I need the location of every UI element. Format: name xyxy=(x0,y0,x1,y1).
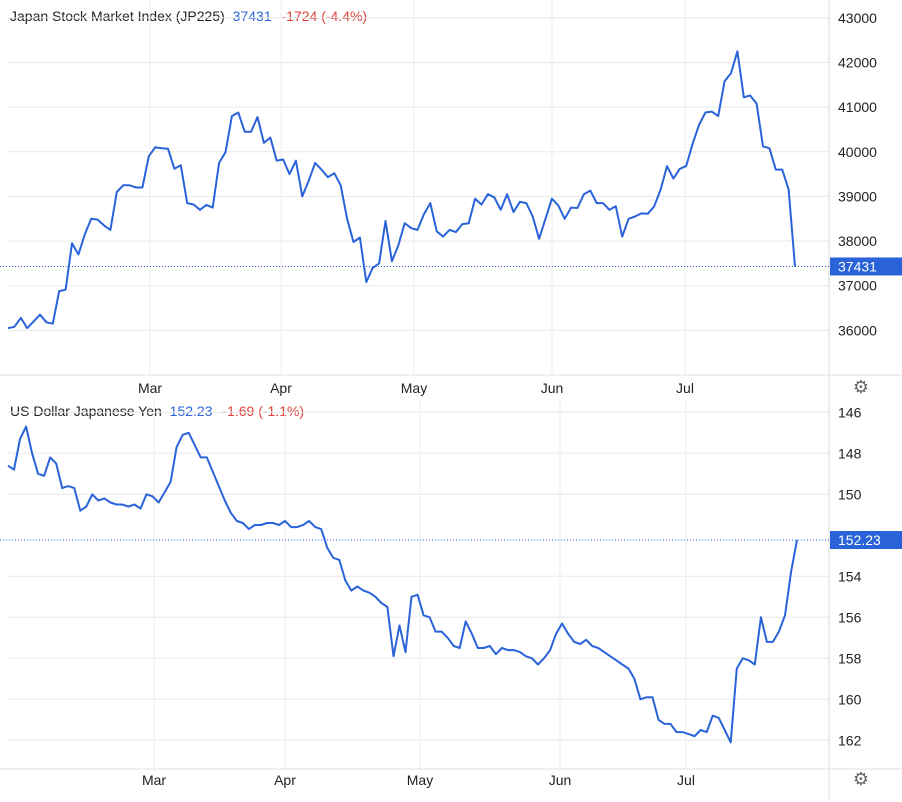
jp225-y-tick-label: 37000 xyxy=(838,278,877,294)
usdjpy-y-tick-label: 160 xyxy=(838,691,862,707)
usdjpy-y-tick-label: 158 xyxy=(838,650,862,666)
jp225-price-tag xyxy=(830,257,902,276)
jp225-x-tick-label: May xyxy=(401,380,427,396)
jp225-y-tick-label: 38000 xyxy=(838,233,877,249)
jp225-y-tick-label: 36000 xyxy=(838,322,877,338)
usdjpy-x-tick-label: Apr xyxy=(274,772,296,788)
usdjpy-chart: 146 148 150 154 156 158 160 162 Mar Apr May Jun Jul 1… xyxy=(0,400,902,799)
jp225-y-tick-label: 43000 xyxy=(838,10,877,26)
jp225-chart: 43000 42000 41000 40000 39000 38000 37000 36000… xyxy=(0,0,902,400)
jp225-series-line xyxy=(7,50,796,330)
usdjpy-title: US Dollar Japanese Yen xyxy=(10,403,162,419)
usdjpy-change: -1.69 (-1.1%) xyxy=(222,403,305,419)
jp225-title: Japan Stock Market Index (JP225) xyxy=(10,8,225,24)
gear-icon[interactable]: ⚙ xyxy=(852,769,870,789)
usdjpy-y-tick-label: 156 xyxy=(838,609,862,625)
usdjpy-price-tag-label: 152.23 xyxy=(838,532,881,548)
usdjpy-y-tick-label: 150 xyxy=(838,486,862,502)
jp225-y-tick-label: 41000 xyxy=(838,99,877,115)
usdjpy-y-tick-label: 154 xyxy=(838,568,862,584)
jp225-x-tick-label: Apr xyxy=(270,380,292,396)
jp225-x-tick-label: Jul xyxy=(676,380,694,396)
gear-icon[interactable]: ⚙ xyxy=(852,377,870,397)
jp225-x-tick-label: Mar xyxy=(138,380,162,396)
usdjpy-x-tick-label: Mar xyxy=(142,772,166,788)
usdjpy-x-tick-label: May xyxy=(407,772,433,788)
jp225-last-value: 37431 xyxy=(232,8,272,24)
usdjpy-x-tick-label: Jun xyxy=(549,772,572,788)
usdjpy-y-tick-label: 148 xyxy=(838,445,862,461)
usdjpy-series-line xyxy=(7,425,798,744)
jp225-y-tick-label: 42000 xyxy=(838,55,877,71)
jp225-chart-header: Japan Stock Market Index (JP225) 37431 -… xyxy=(10,8,367,24)
jp225-x-tick-label: Jun xyxy=(541,380,564,396)
usdjpy-y-tick-label: 162 xyxy=(838,732,862,748)
jp225-change: -1724 (-4.4%) xyxy=(281,8,368,24)
usdjpy-price-tag xyxy=(830,531,902,550)
jp225-y-tick-label: 39000 xyxy=(838,188,877,204)
usdjpy-last-value: 152.23 xyxy=(169,403,213,419)
usdjpy-y-tick-label: 146 xyxy=(838,404,862,420)
jp225-price-tag-label: 37431 xyxy=(838,258,877,274)
usdjpy-chart-header: US Dollar Japanese Yen 152.23 -1.69 (-1.… xyxy=(10,403,304,419)
usdjpy-x-tick-label: Jul xyxy=(677,772,695,788)
jp225-y-tick-label: 40000 xyxy=(838,144,877,160)
